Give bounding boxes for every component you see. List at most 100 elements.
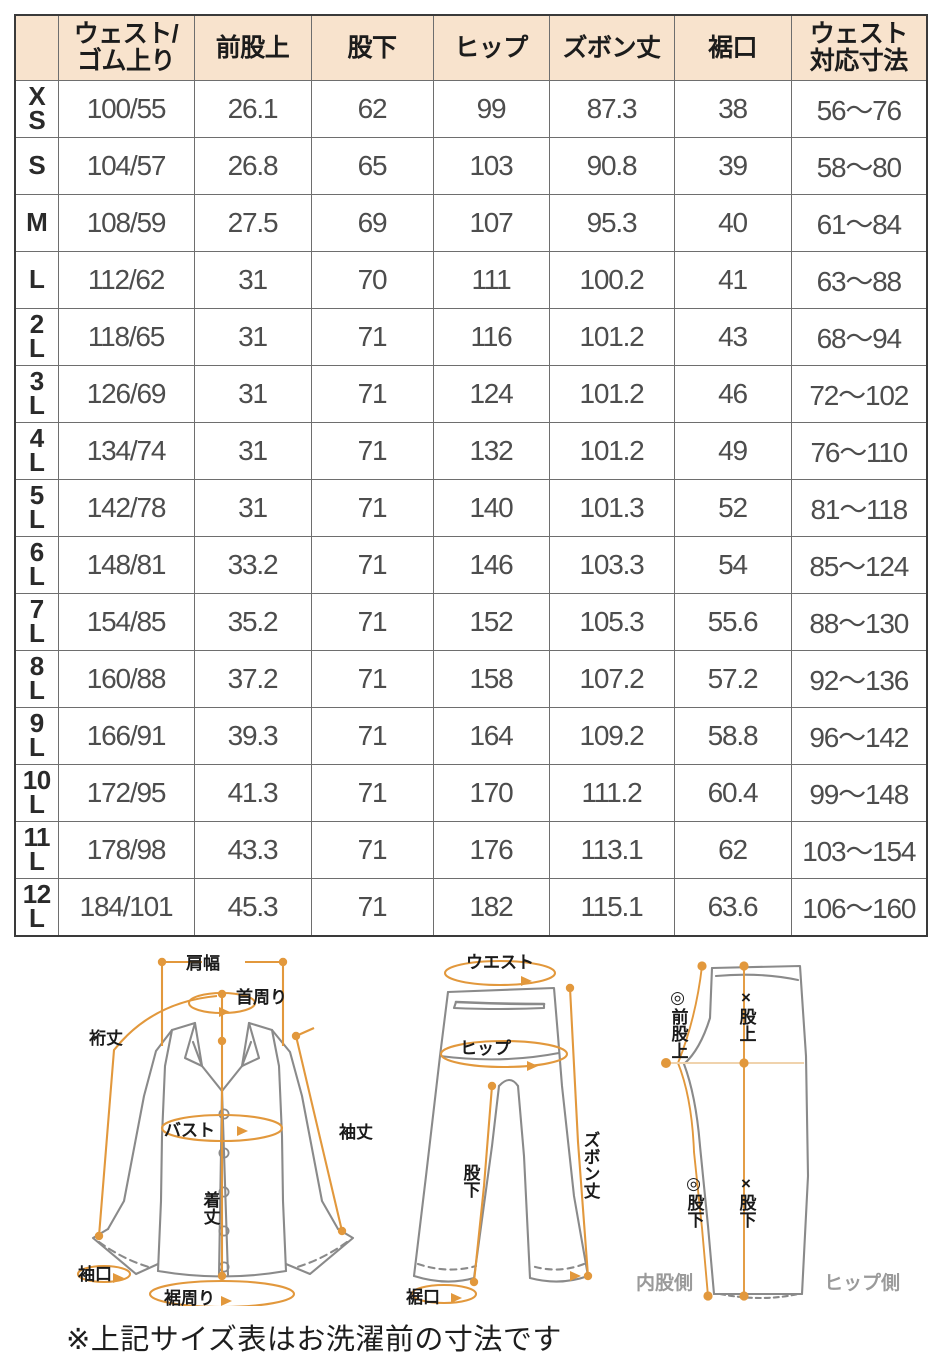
table-row: 2 L 118/65 31 71 116 101.2 43 68〜94 — [14, 308, 928, 366]
label-neck-circumference: 首周り — [236, 987, 287, 1007]
header-line: ズボン丈 — [562, 33, 661, 62]
table-row: 12 L 184/101 45.3 71 182 115.1 63.6 106〜160 — [14, 878, 928, 936]
size-label-line: 12 — [22, 878, 51, 909]
label-hem-opening: 裾口 — [405, 1288, 440, 1306]
measurement-cell: 90.8 — [548, 137, 675, 195]
label-rise-mark: × — [737, 988, 756, 1007]
table-row: 10 L 172/95 41.3 71 170 111.2 60.4 99〜148 — [14, 764, 928, 822]
size-label-line: L — [29, 390, 45, 420]
size-label-cell: 12 L — [14, 878, 59, 936]
header-line: ウェスト — [809, 20, 909, 48]
measurement-cell: 58.8 — [673, 707, 792, 765]
header-cell-size — [14, 14, 59, 81]
measurement-cell: 101.3 — [548, 479, 675, 537]
label-front-rise: ◎ — [669, 988, 688, 1008]
measurement-cell: 31 — [193, 479, 312, 537]
measurement-cell: 103 — [432, 137, 550, 195]
table-row: 9 L 166/91 39.3 71 164 109.2 58.8 96〜142 — [14, 707, 928, 765]
pants-measurement-diagram: ウエスト ヒップ ズボン丈 股下 裾口 — [392, 946, 642, 1307]
measurement-cell: 41 — [673, 251, 792, 309]
header-cell-waist-fit-range: ウェスト 対応寸法 — [790, 14, 928, 81]
measurement-cell: 26.8 — [193, 137, 312, 195]
measurement-cell: 101.2 — [548, 308, 675, 366]
size-label-line: L — [29, 846, 45, 876]
header-line: 対応寸法 — [809, 47, 909, 75]
size-label-line: X — [28, 81, 46, 112]
size-label-line: 10 — [22, 765, 51, 796]
size-label-line: 9 — [29, 708, 44, 739]
measurement-cell: 39.3 — [193, 707, 312, 765]
label-garment-length: 着丈 — [201, 1190, 221, 1226]
measurement-cell: 76〜110 — [790, 422, 928, 480]
label-pants-length: ズボン丈 — [581, 1130, 601, 1200]
header-cell-pants-length: ズボン丈 — [548, 14, 675, 81]
header-cell-front-rise: 前股上 — [193, 14, 312, 81]
crotch-measure-points — [661, 961, 749, 1301]
measurement-cell: 71 — [310, 878, 434, 936]
size-label-cell: L — [14, 251, 59, 309]
measurement-diagrams: 肩幅 首周り 裄丈 袖丈 バスト 着丈 袖口 裾周り — [0, 946, 940, 1309]
measurement-cell: 100.2 — [548, 251, 675, 309]
header-line: ウェスト/ — [73, 20, 179, 48]
measurement-cell: 109.2 — [548, 707, 675, 765]
measurement-cell: 31 — [193, 308, 312, 366]
measurement-cell: 158 — [432, 650, 550, 708]
measurement-cell: 170 — [432, 764, 550, 822]
measurement-cell: 71 — [310, 764, 434, 822]
measurement-cell: 41.3 — [193, 764, 312, 822]
measurement-cell: 107.2 — [548, 650, 675, 708]
size-label-line: S — [28, 105, 46, 135]
table-row: 5 L 142/78 31 71 140 101.3 52 81〜118 — [14, 479, 928, 537]
measurement-cell: 99 — [432, 80, 550, 138]
label-cuff: 袖口 — [77, 1264, 112, 1284]
measurement-cell: 111 — [432, 251, 550, 309]
measurement-cell: 124 — [432, 365, 550, 423]
label-waist: ウエスト — [466, 953, 534, 972]
table-row: M 108/59 27.5 69 107 95.3 40 61〜84 — [14, 194, 928, 252]
size-label-line: L — [29, 675, 45, 705]
jacket-arrowheads — [113, 1007, 248, 1306]
header-line: 股下 — [347, 33, 397, 62]
table-row: 7 L 154/85 35.2 71 152 105.3 55.6 88〜130 — [14, 593, 928, 651]
measurement-cell: 113.1 — [548, 821, 675, 879]
label-rise-text: 股上 — [737, 1008, 757, 1042]
measurement-cell: 88〜130 — [790, 593, 928, 651]
measurement-cell: 118/65 — [57, 308, 195, 366]
measurement-cell: 58〜80 — [790, 137, 928, 195]
measurement-cell: 132 — [432, 422, 550, 480]
measurement-cell: 116 — [432, 308, 550, 366]
size-label-line: L — [29, 902, 45, 933]
label-inseam: 股下 — [461, 1164, 481, 1199]
pants-outline — [412, 986, 590, 1283]
jacket-measure-points — [94, 957, 347, 1281]
measurement-cell: 63〜88 — [790, 251, 928, 309]
measurement-cell: 68〜94 — [790, 308, 928, 366]
header-row: ウェスト/ ゴム上り 前股上 股下 ヒップ ズボン丈 裾口 — [14, 14, 928, 81]
header-line: ゴム上り — [76, 47, 176, 75]
table-row: 11 L 178/98 43.3 71 176 113.1 62 103〜154 — [14, 821, 928, 879]
measurement-cell: 61〜84 — [790, 194, 928, 252]
pants-measure-points — [469, 983, 593, 1287]
label-inner-thigh-side: 内股側 — [636, 1271, 693, 1294]
measurement-cell: 140 — [432, 479, 550, 537]
measurement-cell: 63.6 — [673, 878, 792, 936]
measurement-cell: 49 — [673, 422, 792, 480]
label-inseam-circle-mark: ◎ — [685, 1174, 704, 1194]
measurement-cell: 45.3 — [193, 878, 312, 936]
measurement-cell: 71 — [310, 365, 434, 423]
footnote-text: ※上記サイズ表はお洗濯前の寸法です — [66, 1324, 562, 1356]
measurement-cell: 43 — [673, 308, 792, 366]
size-label-line: 7 — [29, 594, 44, 625]
measurement-cell: 39 — [673, 137, 792, 195]
header-cell-inseam: 股下 — [310, 14, 434, 81]
jacket-outline — [91, 1021, 355, 1278]
measurement-cell: 106〜160 — [790, 878, 928, 936]
measurement-cell: 178/98 — [57, 821, 195, 879]
size-label-line: 6 — [29, 537, 44, 568]
label-sleeve-length: 袖丈 — [338, 1122, 373, 1142]
size-label-cell: M — [14, 194, 59, 252]
